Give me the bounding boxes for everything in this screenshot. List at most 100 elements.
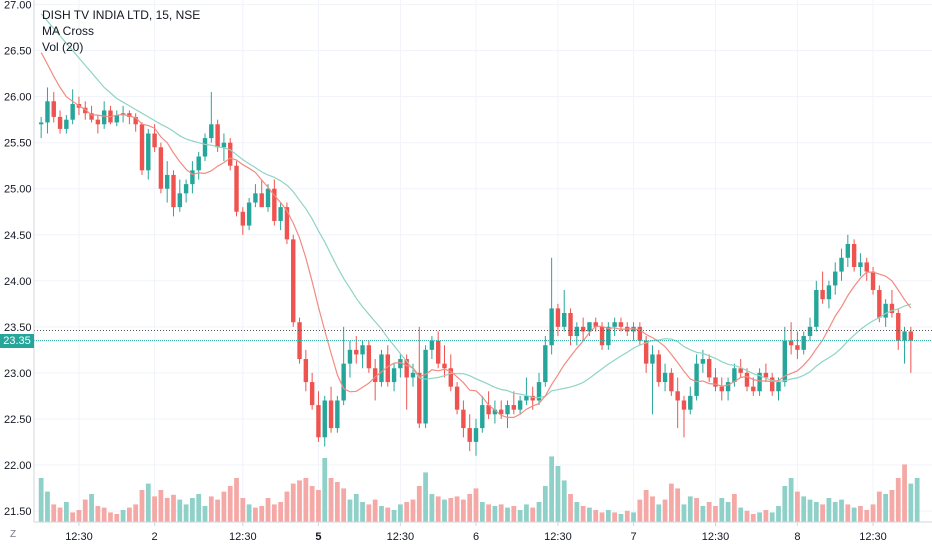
- candle-body: [278, 207, 283, 221]
- candle-body: [568, 313, 573, 337]
- volume-bar: [89, 494, 94, 522]
- time-tick-label: 12:30: [702, 531, 730, 543]
- volume-bar: [51, 504, 57, 522]
- volume-bar: [486, 504, 491, 522]
- candle-body: [171, 174, 176, 208]
- volume-bar: [902, 464, 907, 522]
- volume-bar: [70, 512, 76, 522]
- zoom-reset-button[interactable]: Z: [9, 529, 17, 540]
- volume-bar: [876, 491, 882, 522]
- volume-bar: [650, 496, 655, 522]
- candle-body: [719, 386, 724, 392]
- candle-body: [574, 326, 580, 337]
- volume-bar: [435, 496, 441, 522]
- candle-body: [820, 290, 825, 300]
- candle-body: [404, 359, 409, 378]
- volume-bar: [687, 496, 693, 522]
- candle-body: [744, 372, 750, 387]
- volume-bar: [731, 494, 737, 522]
- indicator-volume[interactable]: Vol (20): [42, 40, 84, 54]
- candle-body: [202, 138, 208, 157]
- volume-bar: [467, 494, 473, 522]
- volume-bar: [240, 498, 246, 522]
- candle-body: [133, 116, 138, 125]
- candle-body: [347, 349, 353, 364]
- volume-bars: [38, 456, 920, 522]
- candle-body: [265, 188, 271, 208]
- volume-bar: [530, 507, 536, 522]
- price-axis[interactable]: 27.00 26.50 26.00 25.50 25.00 24.50 24.00 23.50…: [0, 0, 35, 550]
- candle-body: [851, 243, 857, 267]
- time-tick-label: 5: [315, 531, 321, 543]
- candle-body: [580, 326, 586, 332]
- candle-body: [253, 193, 258, 203]
- volume-bar: [694, 498, 699, 522]
- volume-bar: [643, 490, 649, 522]
- volume-bar: [725, 502, 731, 522]
- candle-body: [303, 359, 309, 383]
- candle-body: [435, 340, 441, 364]
- volume-bar: [618, 514, 624, 522]
- volume-bar: [574, 502, 580, 522]
- candle-body: [70, 104, 75, 120]
- volume-bar: [366, 504, 372, 522]
- time-tick-label: 12:30: [544, 531, 572, 543]
- candle-body: [662, 372, 668, 383]
- time-tick-label: 12:30: [65, 531, 93, 543]
- candle-body: [688, 395, 693, 410]
- candle-body: [391, 368, 397, 383]
- symbol-title[interactable]: DISH TV INDIA LTD, 15, NSE: [42, 8, 201, 22]
- candle-body: [259, 193, 264, 208]
- candle-body: [209, 124, 214, 139]
- candle-body: [870, 271, 876, 290]
- candle-body: [511, 405, 517, 410]
- candle-body: [530, 395, 535, 401]
- volume-bar: [271, 504, 277, 522]
- price-tick-label: 22.50: [4, 414, 32, 426]
- volume-bar: [505, 507, 510, 522]
- volume-bar: [158, 490, 164, 522]
- candle-body: [864, 262, 869, 272]
- candle-body: [45, 101, 50, 123]
- volume-bar: [895, 478, 901, 522]
- candle-body: [234, 165, 239, 212]
- volume-bar: [57, 507, 63, 522]
- volume-bar: [719, 498, 725, 522]
- candle-body: [183, 184, 189, 194]
- candle-body: [291, 239, 296, 323]
- volume-bar: [605, 510, 611, 522]
- volume-bar: [788, 478, 794, 522]
- volume-bar: [429, 494, 435, 522]
- volume-bar: [479, 502, 485, 522]
- volume-bar: [152, 496, 157, 522]
- time-axis-bg: [34, 522, 932, 550]
- candle-body: [385, 354, 390, 383]
- volume-bar: [536, 502, 542, 522]
- volume-bar: [385, 507, 391, 522]
- time-axis[interactable]: 12:30212:30512:30612:30712:30812:30912:3…: [34, 521, 932, 550]
- volume-bar: [171, 494, 176, 522]
- volume-bar: [126, 507, 132, 522]
- candle-body: [366, 345, 372, 369]
- candle-body: [372, 368, 378, 383]
- time-tick-label: 2: [152, 531, 158, 543]
- volume-bar: [360, 502, 365, 522]
- volume-bar: [637, 499, 643, 522]
- volume-bar: [561, 480, 567, 522]
- candle-body: [788, 340, 794, 346]
- volume-bar: [227, 486, 233, 522]
- volume-bar: [498, 504, 504, 522]
- volume-bar: [259, 506, 265, 522]
- price-tick-label: 26.50: [4, 46, 32, 58]
- volume-bar: [284, 491, 290, 522]
- volume-bar: [316, 490, 321, 522]
- candle-body: [524, 395, 529, 401]
- indicator-ma-cross[interactable]: MA Cross: [42, 24, 95, 38]
- volume-bar: [870, 504, 876, 522]
- candle-body: [908, 331, 914, 341]
- volume-bar: [593, 510, 599, 522]
- volume-bar: [914, 478, 920, 522]
- candle-body: [776, 382, 781, 392]
- volume-bar: [177, 499, 183, 522]
